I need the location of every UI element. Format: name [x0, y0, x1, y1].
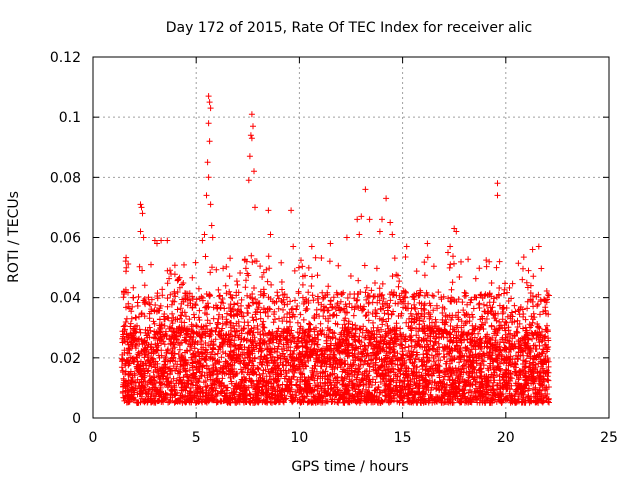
roti-markers	[118, 93, 552, 406]
x-tick-label: 0	[89, 430, 98, 446]
x-axis-label: GPS time / hours	[291, 459, 408, 475]
axis-ticks: 0 5 10 15 20 25 0 0.02 0.04 0.06 0.08 0.1 0.12	[50, 50, 618, 446]
y-tick-label: 0.1	[59, 110, 81, 126]
x-tick-label: 25	[600, 430, 618, 446]
y-tick-label: 0.02	[50, 351, 81, 367]
y-axis-label: ROTI / TECUs	[6, 191, 22, 283]
x-tick-label: 5	[192, 430, 201, 446]
y-tick-label: 0.04	[50, 291, 81, 307]
y-tick-label: 0.06	[50, 231, 81, 247]
chart-title: Day 172 of 2015, Rate Of TEC Index for r…	[166, 20, 532, 36]
x-tick-label: 15	[394, 430, 412, 446]
data-points	[118, 93, 552, 406]
y-tick-label: 0.12	[50, 50, 81, 66]
x-tick-label: 10	[290, 430, 308, 446]
y-tick-label: 0.08	[50, 170, 81, 186]
y-tick-label: 0	[72, 411, 81, 427]
x-tick-label: 20	[497, 430, 515, 446]
